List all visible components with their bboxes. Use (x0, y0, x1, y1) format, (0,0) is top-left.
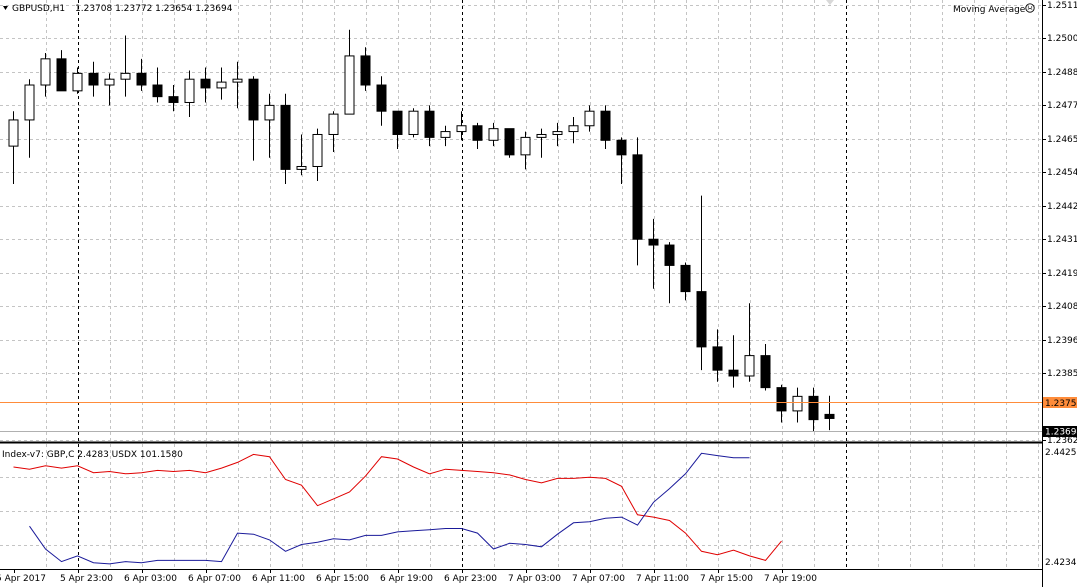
time-tick-label: 5 Apr 2017 (0, 574, 46, 584)
candle (200, 67, 211, 103)
price-tick-label: 1.24080 (1047, 302, 1077, 312)
candle (632, 137, 643, 266)
time-tick-label: 7 Apr 15:00 (700, 574, 753, 584)
sub-axis-top-label: 2.4425 (1045, 448, 1077, 458)
candle (24, 79, 35, 158)
time-tick-label: 6 Apr 23:00 (444, 574, 497, 584)
index-lines (13, 452, 782, 565)
candle (232, 61, 243, 109)
time-tick-label: 7 Apr 11:00 (636, 574, 689, 584)
price-tick-label: 1.23965 (1047, 336, 1077, 346)
candle (696, 195, 707, 371)
ask-price-tag-bg (1043, 397, 1077, 408)
bid-price-tag: 1.23694 (1045, 428, 1077, 438)
candle (488, 122, 499, 147)
candle (504, 128, 515, 158)
candle (40, 53, 51, 97)
candle (648, 218, 659, 289)
candle (552, 122, 563, 147)
candle (680, 262, 691, 301)
price-axis[interactable]: 1.25115 1.25000 1.24885 1.24770 1.24655 1.245… (1042, 1, 1077, 446)
bid-price-tag-bg (1043, 426, 1077, 437)
candle (8, 111, 19, 184)
candle (808, 387, 819, 432)
candle (136, 58, 147, 91)
price-tick-label: 1.25000 (1047, 34, 1077, 44)
candle (184, 70, 195, 118)
candle (344, 29, 355, 115)
candle (424, 105, 435, 147)
sub-window-indicator-label: Index-v7: GBP,C 2.4283 USDX 101.1580 (2, 450, 183, 460)
candle (456, 111, 467, 141)
candle (584, 105, 595, 132)
candle (664, 242, 675, 304)
chart-shift-marker-icon[interactable] (826, 0, 834, 5)
candle (280, 93, 291, 184)
candle (712, 329, 723, 382)
candle (776, 384, 787, 423)
candle (152, 67, 163, 103)
price-tick-label: 1.24655 (1047, 135, 1077, 145)
candle (824, 395, 835, 431)
chart-menu-triangle-icon[interactable] (3, 6, 8, 10)
candle (744, 303, 755, 382)
price-tick-label: 1.25115 (1047, 1, 1077, 11)
price-tick-label: 1.23850 (1047, 369, 1077, 379)
price-tick-label: 1.24885 (1047, 68, 1077, 78)
time-tick-label: 7 Apr 03:00 (508, 574, 561, 584)
candle (616, 137, 627, 184)
price-tick-label: 1.24770 (1047, 101, 1077, 111)
candle (72, 67, 83, 94)
candle (440, 125, 451, 147)
price-tick-label: 1.24310 (1047, 235, 1077, 245)
candle (568, 117, 579, 144)
session-separators (78, 0, 847, 569)
candle (248, 76, 259, 161)
sub-axis-bottom-label: 2.4234 (1045, 558, 1077, 568)
time-axis[interactable]: 5 Apr 2017 5 Apr 23:00 6 Apr 03:00 6 Apr 07… (0, 569, 817, 584)
candle (312, 128, 323, 182)
time-tick-label: 6 Apr 07:00 (188, 574, 241, 584)
time-tick-label: 6 Apr 11:00 (252, 574, 305, 584)
price-tick-label: 1.24195 (1047, 269, 1077, 279)
time-tick-label: 6 Apr 15:00 (316, 574, 369, 584)
time-tick-label: 6 Apr 03:00 (124, 574, 177, 584)
candle (792, 387, 803, 423)
ohlc-readout: 1.23708 1.23772 1.23654 1.23694 (75, 4, 233, 14)
indicator-label[interactable]: Moving Average (953, 5, 1026, 15)
indicator-smile-icon[interactable] (1025, 3, 1035, 13)
candle (408, 108, 419, 138)
candle (376, 76, 387, 126)
time-tick-label: 6 Apr 19:00 (380, 574, 433, 584)
candle (472, 122, 483, 150)
candle (536, 128, 547, 158)
time-tick-label: 5 Apr 23:00 (60, 574, 113, 584)
candle (520, 131, 531, 170)
price-tick-label: 1.24540 (1047, 168, 1077, 178)
candle (264, 93, 275, 158)
candle (600, 105, 611, 150)
time-tick-label: 7 Apr 07:00 (572, 574, 625, 584)
candle (88, 61, 99, 97)
candle (168, 85, 179, 112)
candle (360, 47, 371, 91)
candle (392, 110, 403, 150)
symbol-timeframe: GBPUSD,H1 (12, 4, 65, 14)
time-tick-label: 7 Apr 19:00 (764, 574, 817, 584)
candlestick-series (8, 29, 835, 432)
candle (760, 343, 771, 391)
candle (728, 335, 739, 388)
candle (296, 134, 307, 176)
usd-index-line (29, 452, 750, 565)
price-tick-label: 1.23620 (1047, 436, 1077, 446)
candle (56, 50, 67, 92)
candle (120, 35, 131, 97)
candle (328, 111, 339, 152)
candle (216, 67, 227, 100)
price-tick-label: 1.24425 (1047, 202, 1077, 212)
gbp-index-line (13, 453, 782, 561)
candle (104, 73, 115, 106)
